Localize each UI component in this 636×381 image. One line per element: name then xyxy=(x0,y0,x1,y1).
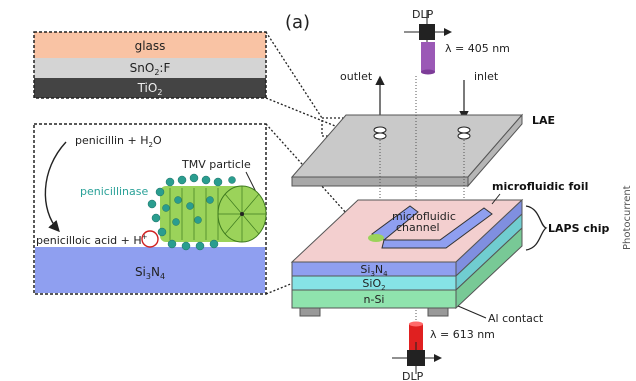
tio2-layer xyxy=(34,78,266,98)
enzyme-molecules xyxy=(147,173,236,251)
proton-circle xyxy=(141,230,159,248)
reaction-arrow xyxy=(44,141,67,233)
enzyme-label: penicillinase xyxy=(80,185,148,198)
dlp-bottom: λ = 613 nm DLP xyxy=(392,321,495,381)
channel-label-line1: microfluidic xyxy=(392,210,456,223)
nsi-label: n-Si xyxy=(364,293,385,306)
panel-label: (a) xyxy=(285,12,310,33)
outlet-label: outlet xyxy=(340,70,373,83)
wavelength-bottom: λ = 613 nm xyxy=(430,328,495,341)
dlp-bottom-label: DLP xyxy=(402,370,424,381)
sio2-label: SiO2 xyxy=(362,277,385,292)
inlet-label: inlet xyxy=(474,70,499,83)
laps-chip xyxy=(290,198,524,317)
reactants-label: penicillin + H2O xyxy=(75,134,162,149)
al-contact-label: Al contact xyxy=(488,312,544,325)
products-label: penicilloic acid + H+ xyxy=(36,233,148,247)
particle-label: TMV particle xyxy=(181,158,251,171)
laser-top xyxy=(421,42,435,72)
lae-label: LAE xyxy=(532,114,555,127)
substrate-label: Si3N4 xyxy=(135,265,165,281)
glass-layer xyxy=(34,32,266,58)
wavelength-top: λ = 405 nm xyxy=(445,42,510,55)
tmv-particle xyxy=(160,185,267,243)
channel-label-line2: channel xyxy=(396,221,440,234)
laps-label: LAPS chip xyxy=(548,222,609,235)
si3n4-substrate xyxy=(35,247,265,293)
dlp-top-label: DLP xyxy=(412,8,434,21)
side-text: Photocurrent xyxy=(622,185,633,250)
sno2-layer xyxy=(34,58,266,78)
glass-label: glass xyxy=(135,39,166,53)
foil-label: microfluidic foil xyxy=(492,180,588,193)
layer-stack: glass SnO2:F TiO2 xyxy=(33,31,267,99)
lae-plate xyxy=(290,113,524,188)
reaction-box: Si3N4 penicillin + H2O penicillinase TMV… xyxy=(33,123,267,295)
si3n4-label: Si3N4 xyxy=(360,263,388,278)
laser-bottom xyxy=(409,324,423,352)
dlp-top: DLP λ = 405 nm xyxy=(404,8,510,75)
tio2-label: TiO2 xyxy=(137,81,163,97)
sno2-label: SnO2:F xyxy=(130,61,171,77)
